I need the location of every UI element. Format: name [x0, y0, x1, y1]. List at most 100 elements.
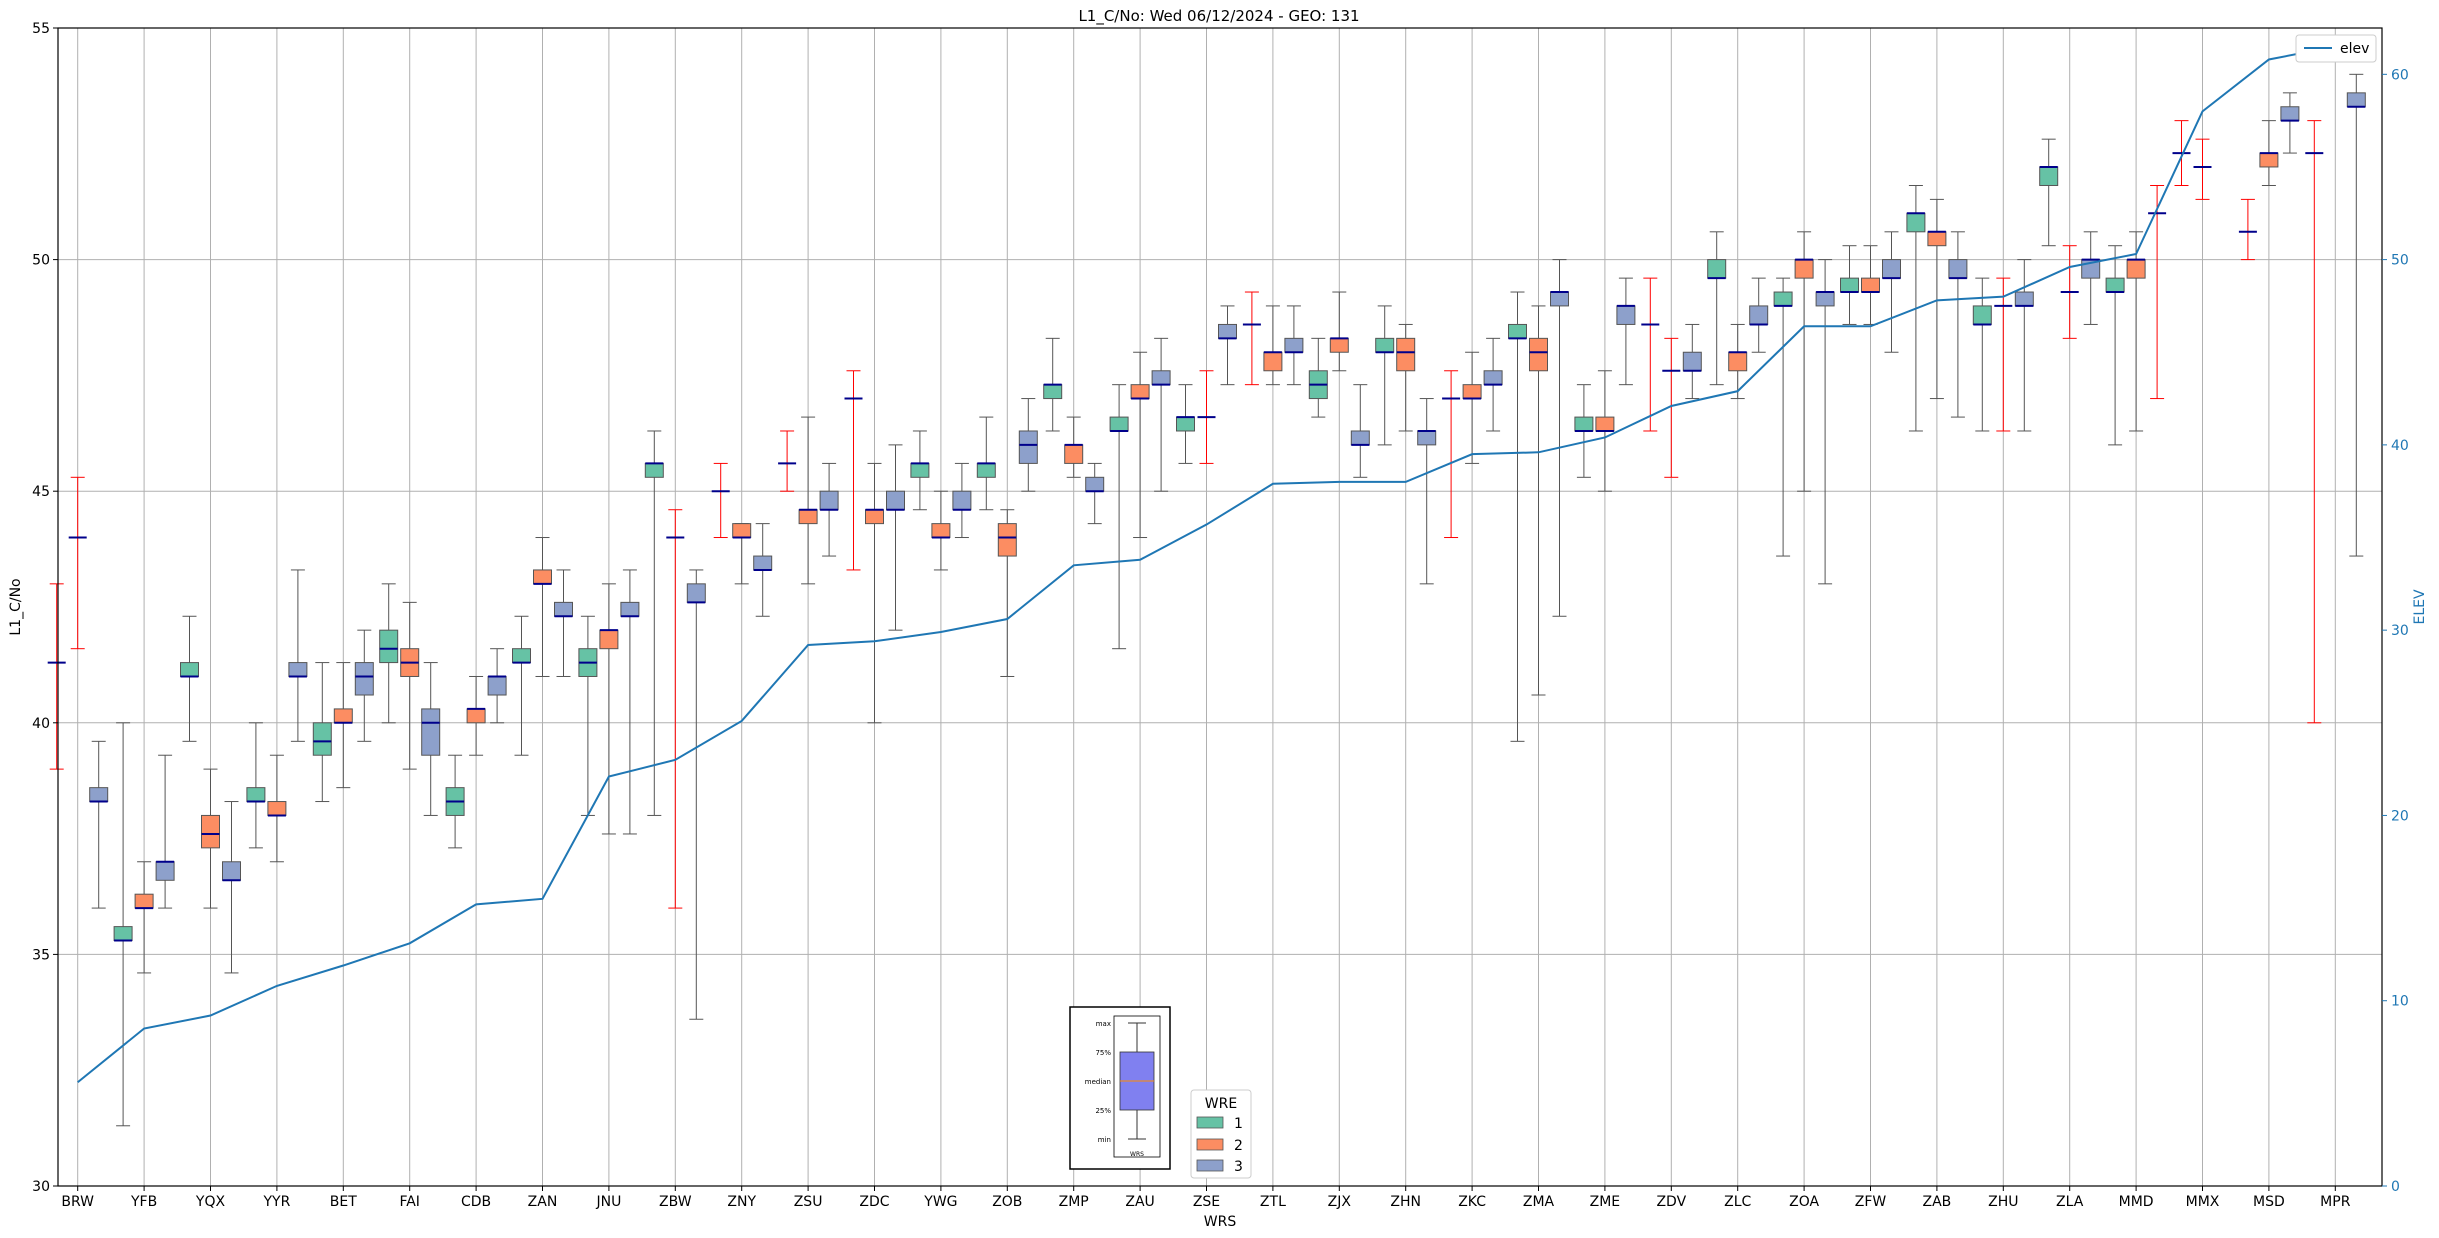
box-body [246, 787, 266, 803]
box-zjx-wre1 [1308, 337, 1328, 418]
y2-tick-label: 0 [2391, 1179, 2400, 1195]
plot-area [47, 73, 2366, 1127]
box-zab-wre2 [1927, 198, 1947, 400]
box-zdv-wre3 [1682, 323, 1702, 400]
box-zse-wre2 [1197, 370, 1216, 464]
y2-tick-label: 30 [2391, 623, 2409, 639]
box-body [1616, 305, 1636, 325]
x-tick-label: YFB [130, 1194, 157, 1210]
box-body [421, 708, 441, 756]
box-body [2014, 291, 2034, 307]
inset-key: max 75% median 25% min WRS [1069, 1006, 1171, 1170]
legend-elev-frame [2295, 34, 2377, 63]
box-zdc-wre2 [865, 462, 884, 724]
box-yqx-wre3 [222, 801, 241, 974]
box-body [1176, 416, 1195, 432]
box-body [1350, 430, 1370, 446]
x-axis: BRW YFB YQX YYR BET FAI CDB ZAN JNU ZBW ZNY ZSU ZDC Y… [61, 1186, 2351, 1210]
y-axis: 30 35 40 45 50 55 [32, 21, 58, 1195]
box-zan-wre3 [554, 569, 573, 677]
box-cdb-wre3 [487, 648, 507, 724]
box-body [2280, 106, 2300, 122]
box-body [379, 629, 399, 664]
box-body [1749, 305, 1769, 325]
box-mmd-wre1 [2105, 245, 2125, 446]
elev-series [77, 45, 2336, 1084]
box-zhn-wre3 [1417, 398, 1437, 585]
box-body [1417, 430, 1437, 446]
box-body [312, 722, 332, 756]
box-body [1109, 416, 1129, 432]
box-ztl-wre1 [1242, 291, 1261, 386]
box-body [1483, 370, 1503, 386]
x-tick-label: ZNY [727, 1194, 756, 1210]
x-tick-label: ZLC [1724, 1194, 1751, 1210]
box-zkc-wre2 [1462, 351, 1482, 464]
box-body [952, 490, 972, 511]
inset-key-label-q3: 75% [1095, 1049, 1111, 1057]
box-body [155, 861, 175, 881]
box-zjx-wre2 [1329, 291, 1349, 372]
box-body [2105, 277, 2125, 293]
box-body [134, 893, 154, 909]
y2-axis-label: ELEV [2412, 589, 2428, 624]
box-body [180, 662, 199, 677]
y-tick-label: 35 [32, 947, 50, 963]
box-body [1972, 305, 1992, 325]
box-body [865, 509, 884, 525]
box-zmp-wre2 [1064, 416, 1084, 478]
box-zdv-wre1 [1641, 277, 1660, 432]
inset-key-label-q1: 25% [1095, 1107, 1111, 1115]
box-body [886, 490, 905, 511]
y-tick-label: 40 [32, 716, 50, 732]
legend-wre-swatch-3 [1196, 1159, 1224, 1172]
legend-wre-frame [1190, 1089, 1252, 1179]
x-tick-label: ZHN [1390, 1194, 1421, 1210]
x-tick-label: ZDV [1656, 1194, 1686, 1210]
legend-elev-label: elev [2340, 41, 2369, 57]
box-body [910, 462, 930, 478]
y2-axis: 0 10 20 30 40 50 60 [2382, 67, 2409, 1195]
box-body [2126, 259, 2146, 279]
box-body [599, 629, 619, 650]
box-body [89, 787, 109, 803]
x-tick-label: MPR [2320, 1194, 2351, 1210]
box-body [113, 926, 133, 942]
box-zan-wre1 [512, 615, 531, 756]
box-body [2346, 92, 2366, 108]
x-tick-label: ZFW [1855, 1194, 1887, 1210]
box-body [1529, 337, 1548, 372]
inset-key-label-max: max [1096, 1020, 1111, 1028]
box-zma-wre1 [1508, 291, 1527, 742]
x-tick-label: ZBW [659, 1194, 692, 1210]
y-axis-label: L1_C/No [8, 578, 24, 635]
box-mpr-wre3 [2346, 73, 2366, 557]
box-msd-wre2 [2259, 120, 2279, 186]
box-body [976, 462, 996, 478]
box-zse-wre1 [1176, 384, 1195, 464]
elev-line [77, 45, 2336, 1084]
box-zkc-wre1 [1442, 370, 1461, 539]
box-zab-wre3 [1948, 231, 1968, 418]
box-body [1043, 384, 1063, 400]
box-zla-wre2 [2060, 245, 2079, 339]
box-body [819, 490, 839, 511]
y-tick-label: 50 [32, 253, 50, 269]
box-zau-wre3 [1151, 337, 1171, 492]
box-body [1284, 337, 1304, 353]
box-body [644, 462, 664, 478]
chart-title: L1_C/No: Wed 06/12/2024 - GEO: 131 [1078, 7, 1359, 26]
box-body [554, 601, 573, 617]
box-zob-wre1 [976, 416, 996, 511]
x-tick-label: YQX [195, 1194, 226, 1210]
box-body [222, 861, 241, 881]
x-tick-label: ZAB [1923, 1194, 1952, 1210]
box-jnu-wre2 [599, 583, 619, 835]
box-zme-wre3 [1616, 277, 1636, 386]
box-bet-wre3 [354, 629, 374, 742]
box-zhn-wre2 [1396, 323, 1416, 432]
legend-wre-label-3: 3 [1234, 1159, 1243, 1175]
box-ywg-wre3 [952, 462, 972, 539]
x-tick-label: BET [330, 1194, 357, 1210]
